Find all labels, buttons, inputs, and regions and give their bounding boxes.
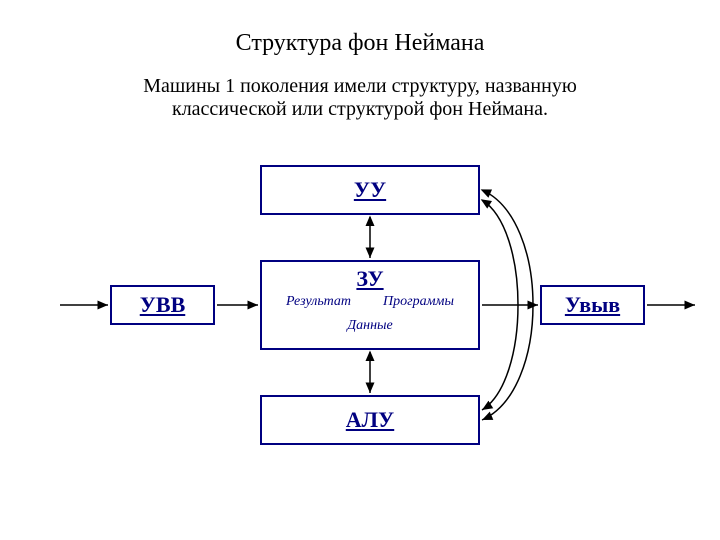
box-alu: АЛУ: [260, 395, 480, 445]
box-zu: ЗУ Результат Программы Данные: [260, 260, 480, 350]
box-uvyv-label: Увыв: [565, 292, 620, 318]
box-uvyv: Увыв: [540, 285, 645, 325]
box-alu-label: АЛУ: [346, 407, 394, 433]
box-zu-label: ЗУ: [356, 266, 383, 291]
box-uvv: УВВ: [110, 285, 215, 325]
box-uu-label: УУ: [354, 177, 386, 203]
box-zu-sub3: Данные: [347, 318, 393, 333]
page-title: Структура фон Неймана: [0, 30, 720, 57]
subtitle: Машины 1 поколения имели структуру, назв…: [0, 75, 720, 121]
subtitle-line2: классической или структурой фон Неймана.: [172, 98, 548, 120]
title-text: Структура фон Неймана: [236, 30, 485, 56]
subtitle-line1: Машины 1 поколения имели структуру, назв…: [143, 75, 577, 97]
box-uvv-label: УВВ: [140, 292, 186, 318]
box-uu: УУ: [260, 165, 480, 215]
box-zu-sub2: Программы: [383, 294, 454, 310]
box-zu-sub1: Результат: [286, 294, 351, 310]
